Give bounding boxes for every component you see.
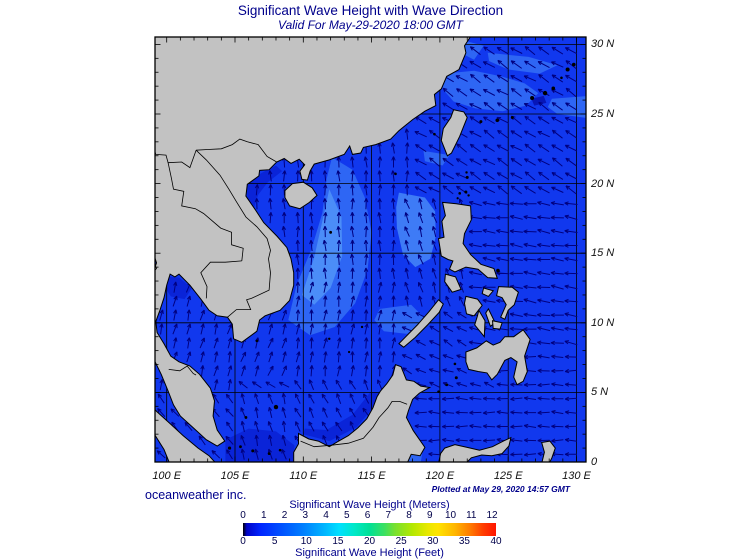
latitude-label: 10 N: [591, 316, 615, 329]
feet-scale-tick: 25: [395, 536, 407, 547]
longitude-label: 130 E: [562, 470, 591, 482]
feet-scale-tick: 40: [490, 536, 502, 547]
meters-scale-tick: 0: [240, 510, 246, 521]
feet-scale-tick: 5: [271, 536, 278, 547]
feet-scale-tick: 15: [332, 536, 344, 547]
meters-scale-tick: 2: [281, 510, 288, 521]
meters-scale-tick: 11: [466, 510, 477, 521]
latitude-label: 20 N: [591, 177, 615, 190]
meters-scale-tick: 3: [302, 510, 309, 521]
longitude-label: 100 E: [152, 470, 182, 482]
chart-title: Significant Wave Height with Wave Direct…: [237, 3, 504, 18]
longitude-label: 115 E: [357, 470, 386, 482]
meters-scale-tick: 7: [385, 510, 392, 521]
latitude-label: 5 N: [591, 386, 609, 399]
oceanweather-brand: oceanweather inc.: [145, 488, 247, 502]
feet-scale-tick: 20: [363, 536, 376, 547]
feet-scale-tick: 10: [300, 536, 312, 547]
feet-scale-tick: 30: [427, 536, 439, 547]
longitude-label: 110 E: [289, 470, 318, 482]
plotted-timestamp: Plotted at May 29, 2020 14:57 GMT: [431, 484, 570, 494]
meters-scale-tick: 5: [343, 510, 350, 521]
latitude-label: 30 N: [591, 38, 615, 51]
feet-scale-tick: 35: [458, 536, 470, 547]
meters-scale-tick: 1: [260, 510, 267, 521]
feet-scale-tick: 0: [240, 536, 246, 547]
latitude-label: 25 N: [591, 108, 615, 120]
legend-caption-feet: Significant Wave Height (Feet): [295, 547, 444, 559]
meters-scale-tick: 9: [427, 510, 433, 521]
legend-caption-meters: Significant Wave Height (Meters): [289, 499, 450, 511]
meters-scale-tick: 8: [406, 510, 412, 521]
meters-scale-tick: 6: [364, 510, 371, 521]
meters-scale-tick: 10: [444, 510, 457, 521]
meters-scale-tick: 4: [323, 510, 329, 521]
meters-scale-tick: 12: [486, 510, 498, 521]
chart-valid-time: Valid For May-29-2020 18:00 GMT: [278, 18, 463, 32]
longitude-label: 120 E: [425, 470, 455, 482]
longitude-label: 105 E: [220, 470, 250, 482]
legend-colorbar: [243, 523, 496, 536]
longitude-label: 125 E: [493, 470, 523, 482]
latitude-label: 15 N: [591, 247, 615, 260]
latitude-label: 0: [591, 456, 598, 468]
